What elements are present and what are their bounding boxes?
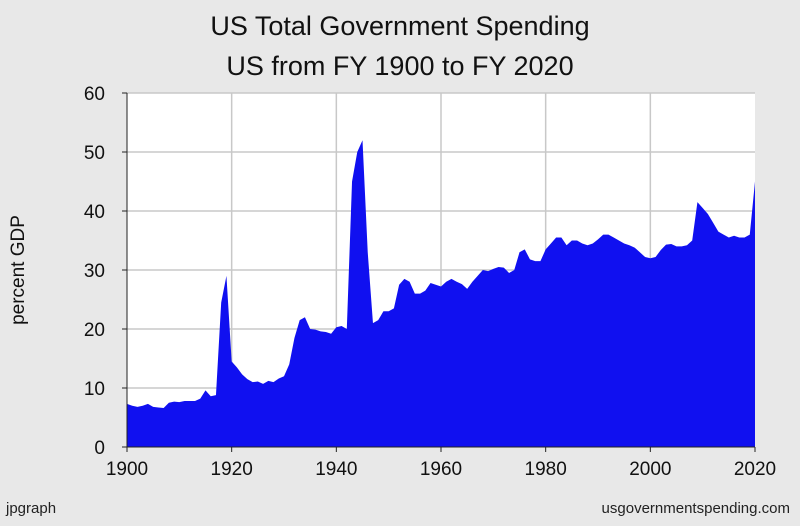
x-tick-label: 1980 <box>525 459 567 480</box>
footer-credit-right: usgovernmentspending.com <box>601 500 790 517</box>
y-tick-label: 40 <box>84 202 105 223</box>
y-tick-label: 50 <box>84 143 105 164</box>
y-tick-label: 30 <box>84 261 105 282</box>
y-axis-label: percent GDP <box>8 215 29 325</box>
y-axis-ticks: 0 10 20 30 40 50 60 <box>84 84 127 459</box>
footer-credit-left: jpgraph <box>6 500 57 517</box>
x-tick-label: 2000 <box>629 459 671 480</box>
y-tick-label: 20 <box>84 320 105 341</box>
y-tick-label: 0 <box>94 438 105 459</box>
y-tick-label: 10 <box>84 379 105 400</box>
y-tick-label: 60 <box>84 84 105 105</box>
chart-subtitle: US from FY 1900 to FY 2020 <box>226 51 574 81</box>
spending-area <box>127 140 755 447</box>
x-tick-label: 1900 <box>106 459 148 480</box>
x-tick-label: 2020 <box>734 459 776 480</box>
x-tick-label: 1960 <box>420 459 462 480</box>
x-axis-ticks: 1900 1920 1940 1960 1980 2000 2020 <box>106 447 776 480</box>
x-tick-label: 1920 <box>211 459 253 480</box>
chart-title: US Total Government Spending <box>210 11 590 41</box>
x-tick-label: 1940 <box>315 459 357 480</box>
